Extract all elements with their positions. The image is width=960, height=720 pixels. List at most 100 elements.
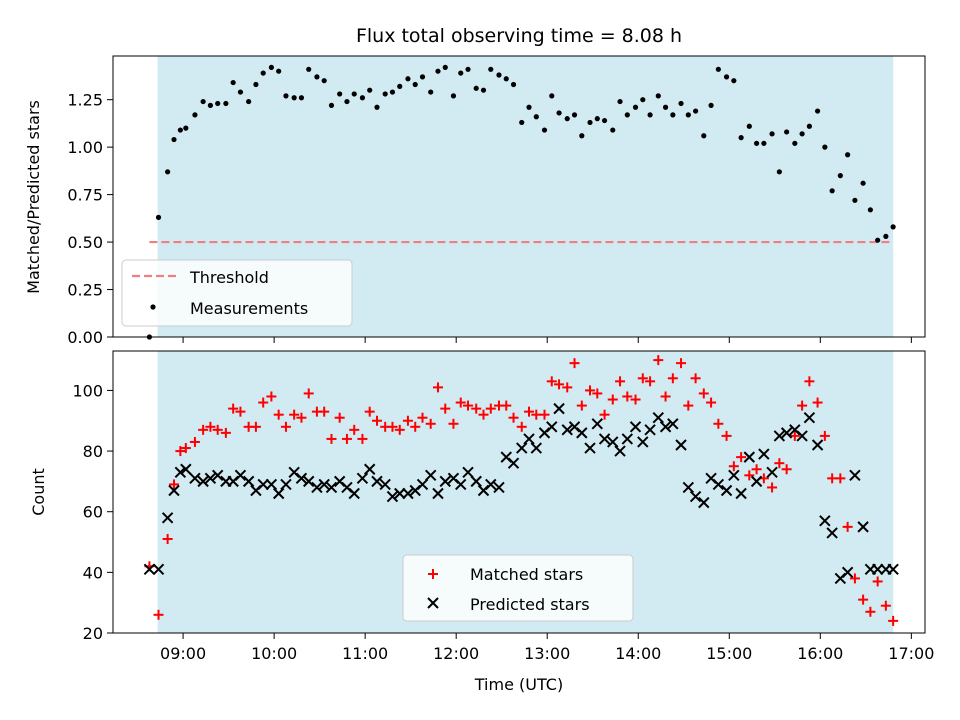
measurement-point [822,144,828,150]
predicted-star-point [272,487,285,500]
matched-star-point [835,473,846,484]
measurement-point [428,89,434,95]
predicted-star-point [356,472,369,485]
predicted-star-point [168,484,180,497]
matched-star-point [728,461,739,472]
matched-star-point [212,424,223,435]
measurements-legend-swatch [150,304,156,310]
y-tick-label: 60 [83,503,103,522]
matched-star-point [880,600,891,611]
predicted-star-point [780,427,793,439]
predicted-star-point [152,563,165,576]
predicted-star-point [462,466,474,478]
predicted-star-point [180,463,192,475]
matched-star-point [448,418,459,429]
measurement-point [594,116,600,122]
predicted-star-point [576,427,588,439]
measurement-point [215,100,221,107]
measurement-point [374,104,380,110]
measurement-point [382,91,388,97]
measurement-point [776,169,782,175]
measurement-point [283,93,289,99]
measurement-point [192,112,198,118]
measurement-point [246,98,252,105]
bottom-y-ticks: 20 40 60 80 100 [72,381,113,643]
predicted-star-point [667,418,679,430]
matched-star-point [585,385,596,396]
y-tick-label: 0.75 [67,186,103,205]
matched-star-point [683,400,694,411]
measurement-point [617,98,623,105]
matched-star-point [280,421,291,432]
measurement-point [268,64,274,70]
measurement-point [359,95,366,101]
matched-star-point [258,397,269,408]
measurement-point [549,93,555,99]
matched-star-point [622,391,633,402]
predicted-star-point [826,527,838,539]
measurement-point [155,214,162,220]
matched-star-point [888,615,899,626]
predicted-star-point [720,484,733,497]
measurement-point [723,74,730,80]
matched-star-point [296,412,307,423]
y-tick-label: 0.25 [67,281,103,300]
matched-star-point [228,403,239,414]
measurement-point [351,91,357,97]
measurement-point [769,131,775,137]
x-tick-label: 11:00 [342,644,388,663]
x-tick-label: 09:00 [160,644,206,663]
measurement-point [306,66,312,72]
top-legend-box [121,259,353,327]
predicted-star-point [698,496,710,509]
predicted-star-point [591,418,603,430]
matched-star-point [706,397,717,408]
bottom-y-axis-label: Count [29,468,48,516]
predicted-star-point [280,478,292,491]
predicted-star-point [728,469,740,482]
measurement-point [165,169,171,175]
matched-star-point [569,358,580,369]
predicted-star-point [318,478,330,491]
y-tick-label: 40 [83,563,103,582]
measurement-point [814,108,821,114]
measurement-point [571,112,578,118]
predicted-star-point [364,463,376,475]
measurement-point [473,85,479,91]
measurement-point [670,112,676,118]
measurement-point [601,117,608,124]
matched-star-point [410,421,421,432]
matched-star-point [637,373,648,384]
predicted-star-point [530,442,543,454]
matched-star-point [235,406,246,417]
measurement-points [146,64,896,340]
bottom-legend-box [402,554,634,622]
measurement-point [458,70,464,76]
matched-star-point [432,382,443,393]
predicted-star-point [887,563,899,576]
measurement-point [647,112,653,118]
matched-star-point [440,403,451,414]
matched-star-point [872,576,883,587]
measurement-point [799,131,805,137]
measurement-point [708,102,714,108]
predicted-star-point [257,478,269,491]
bottom-axes-frame [112,350,926,634]
measurement-point [624,112,630,118]
matched-legend-swatch [428,569,438,579]
measurement-point [488,66,494,72]
predicted-star-point [773,430,786,442]
predicted-star-point [295,472,308,485]
matched-star-point [371,415,382,426]
measurement-point [579,133,585,139]
matched-star-point [341,433,352,444]
matched-star-point [744,470,755,481]
predicted-star-point [841,566,854,579]
measurement-point [640,97,646,103]
measurement-point [435,68,441,74]
predicted-star-point [402,487,414,500]
matched-star-point [653,355,664,366]
matched-star-point [516,421,527,432]
measurement-point [200,98,206,105]
measurement-point [731,78,737,84]
